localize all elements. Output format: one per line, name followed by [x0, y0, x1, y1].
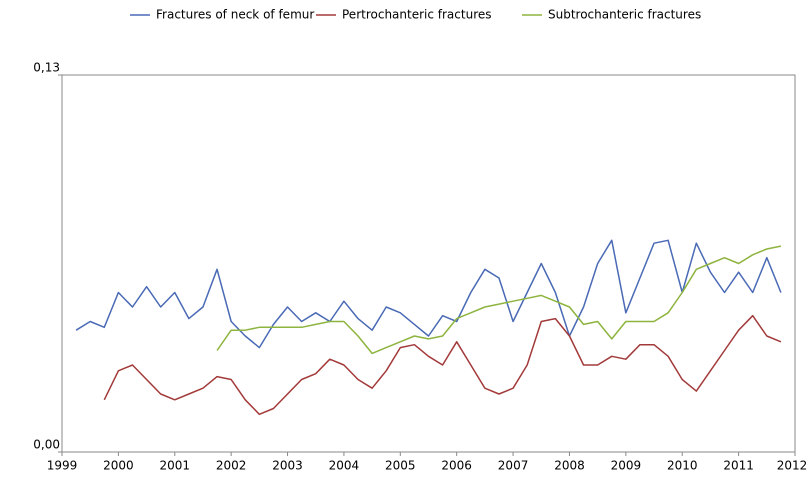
- x-tick-label: 2010: [667, 459, 698, 473]
- legend-label: Fractures of neck of femur: [156, 8, 314, 22]
- plot-frame: [61, 74, 796, 453]
- x-tick-label: 2006: [441, 459, 472, 473]
- legend-label: Subtrochanteric fractures: [548, 8, 701, 22]
- x-tick-label: 1999: [47, 459, 78, 473]
- x-tick-label: 2004: [329, 459, 360, 473]
- y-tick-label: 0,13: [33, 61, 60, 75]
- y-tick-label: 0,00: [33, 438, 60, 452]
- series-line: [103, 314, 782, 416]
- x-tick-label: 2011: [723, 459, 754, 473]
- x-tick-label: 2007: [498, 459, 529, 473]
- x-tick-label: 2000: [103, 459, 134, 473]
- series-line: [216, 245, 782, 355]
- series-line: [75, 239, 782, 349]
- x-tick-label: 2001: [159, 459, 190, 473]
- legend-label: Pertrochanteric fractures: [342, 8, 492, 22]
- x-tick-label: 2012: [777, 459, 808, 473]
- x-tick-label: 2008: [554, 459, 585, 473]
- x-tick-label: 2009: [611, 459, 642, 473]
- x-tick-label: 2003: [272, 459, 303, 473]
- x-tick-label: 2005: [385, 459, 416, 473]
- x-tick-label: 2002: [216, 459, 247, 473]
